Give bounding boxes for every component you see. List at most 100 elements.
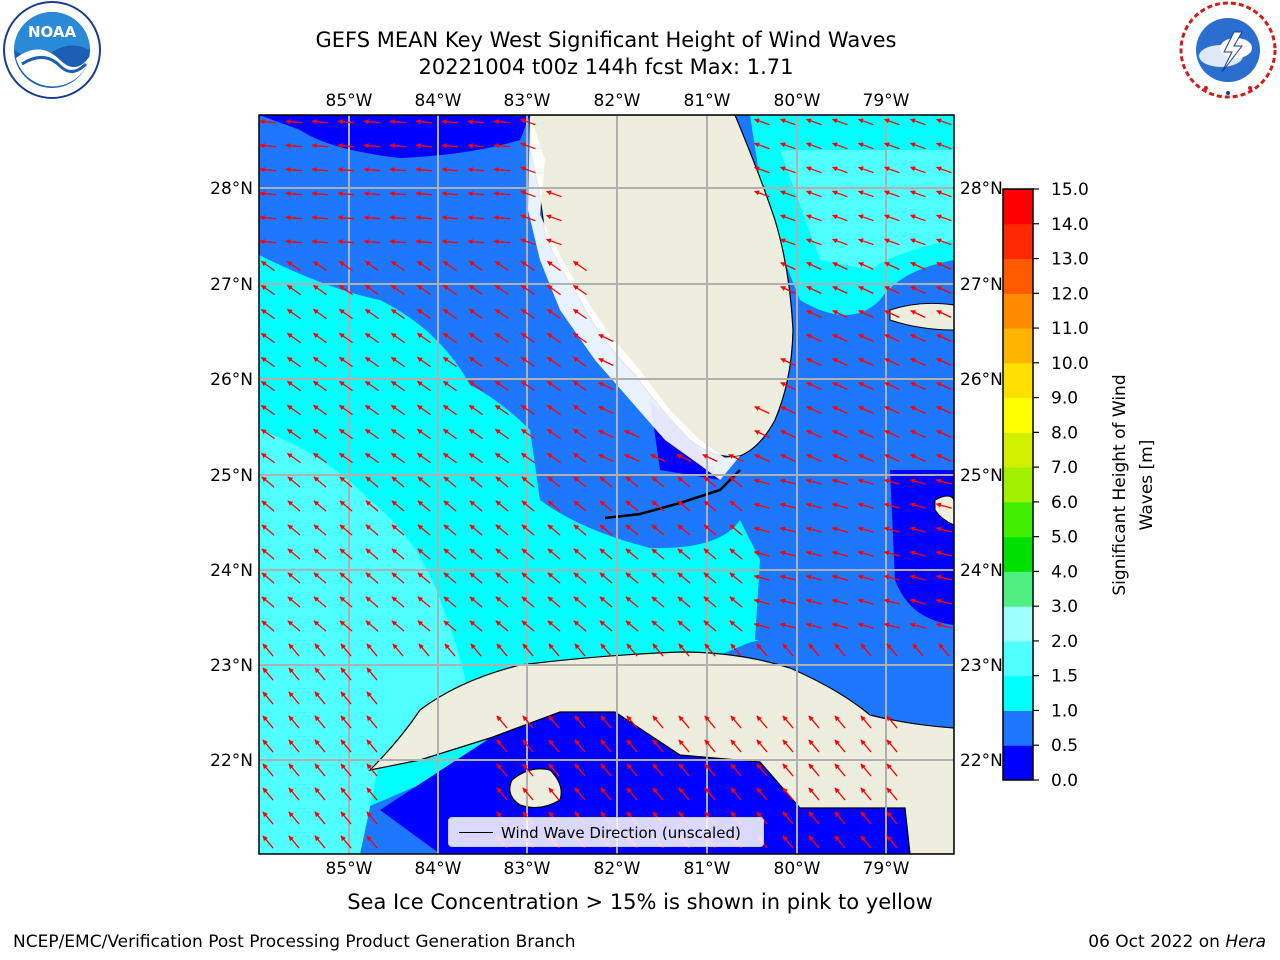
- wind-wave-arrow: [339, 572, 353, 584]
- wind-wave-arrow: [442, 452, 457, 464]
- lat-label-right: 24°N: [960, 561, 1003, 581]
- wind-wave-arrow: [389, 143, 407, 149]
- wind-wave-arrow: [831, 622, 848, 629]
- colorbar-tick-label: 12.0: [1051, 284, 1089, 304]
- wind-wave-arrow: [314, 667, 326, 681]
- wind-wave-arrow: [886, 715, 898, 729]
- wind-wave-arrow: [340, 739, 352, 753]
- wind-wave-arrow: [417, 620, 431, 632]
- wind-wave-arrow: [782, 715, 794, 729]
- wind-wave-arrow: [572, 356, 587, 368]
- wind-wave-arrow: [390, 404, 405, 416]
- wind-wave-arrow: [287, 596, 301, 608]
- wind-wave-arrow: [417, 596, 431, 608]
- wind-wave-arrow: [312, 308, 327, 320]
- wind-wave-arrow: [704, 715, 716, 729]
- wind-wave-arrow: [858, 406, 874, 414]
- wind-wave-arrow: [288, 835, 300, 849]
- wind-wave-arrow: [780, 214, 796, 222]
- wind-wave-arrow: [652, 739, 664, 753]
- wind-wave-arrow: [574, 643, 586, 657]
- wind-wave-arrow: [467, 143, 485, 149]
- wind-wave-arrow: [363, 215, 381, 221]
- colorbar-tick-label: 0.0: [1051, 771, 1078, 791]
- wind-wave-arrow: [442, 404, 457, 416]
- wind-wave-arrow: [832, 286, 848, 294]
- wind-wave-arrow: [520, 166, 536, 174]
- wind-wave-arrow: [288, 715, 300, 729]
- sea-ice-caption: Sea Ice Concentration > 15% is shown in …: [347, 890, 933, 914]
- wind-wave-arrow: [806, 454, 822, 462]
- wind-wave-arrow: [262, 811, 274, 825]
- wind-wave-arrow: [573, 476, 587, 488]
- wind-wave-arrow: [364, 452, 379, 464]
- footer-timestamp: 06 Oct 2022 on Hera: [1088, 932, 1266, 952]
- wind-wave-arrow: [780, 166, 796, 174]
- wind-wave-arrow: [884, 214, 900, 222]
- wind-wave-arrow: [468, 332, 483, 344]
- wind-wave-arrow: [936, 190, 952, 198]
- wind-wave-arrow: [494, 356, 509, 368]
- wind-wave-arrow: [417, 500, 431, 512]
- legend-label: Wind Wave Direction (unscaled): [501, 824, 741, 842]
- wind-wave-arrow: [754, 454, 770, 462]
- wind-wave-arrow: [883, 598, 900, 605]
- wind-wave-arrow: [442, 380, 457, 392]
- wind-wave-arrow: [313, 500, 327, 512]
- wind-wave-arrow: [365, 548, 379, 560]
- wind-wave-arrow: [520, 404, 535, 416]
- wind-wave-arrow: [754, 406, 770, 414]
- lat-label-left: 22°N: [210, 751, 253, 771]
- wind-wave-arrow: [910, 142, 926, 150]
- wind-wave-arrow: [600, 643, 612, 657]
- map-legend: Wind Wave Direction (unscaled): [448, 817, 764, 847]
- wind-wave-arrow: [467, 191, 485, 197]
- wind-wave-arrow: [935, 574, 952, 581]
- wind-wave-arrow: [780, 262, 796, 270]
- wind-wave-arrow: [831, 598, 848, 605]
- wind-wave-arrow: [467, 167, 485, 173]
- wind-wave-arrow: [884, 166, 900, 174]
- wind-wave-arrow: [780, 430, 796, 438]
- wind-wave-arrow: [495, 476, 509, 488]
- wind-wave-arrow: [730, 715, 742, 729]
- wind-wave-arrow: [365, 500, 379, 512]
- wind-wave-arrow: [441, 215, 459, 221]
- wind-wave-arrow: [909, 502, 926, 509]
- wind-wave-arrow: [469, 548, 483, 560]
- wind-wave-arrow: [288, 739, 300, 753]
- wind-wave-arrow: [572, 308, 587, 320]
- wind-wave-arrow: [598, 382, 614, 390]
- wind-wave-arrow: [260, 452, 275, 464]
- wind-wave-arrow: [260, 404, 275, 416]
- wind-wave-arrow: [496, 739, 508, 753]
- wind-wave-arrow: [936, 118, 952, 126]
- wind-wave-arrow: [832, 310, 848, 318]
- wind-wave-arrow: [494, 260, 509, 272]
- wind-wave-arrow: [832, 406, 848, 414]
- wind-wave-arrow: [883, 478, 900, 485]
- wind-wave-arrow: [494, 284, 509, 296]
- wind-wave-arrow: [337, 167, 355, 173]
- wind-wave-arrow: [935, 526, 952, 533]
- wind-wave-arrow: [259, 143, 277, 149]
- wind-wave-arrow: [805, 550, 822, 557]
- wind-wave-arrow: [520, 238, 536, 246]
- wind-wave-arrow: [936, 286, 952, 294]
- wind-wave-arrow: [834, 811, 846, 825]
- wind-wave-arrow: [547, 596, 561, 608]
- lat-label-left: 24°N: [210, 561, 253, 581]
- wind-wave-arrow: [910, 262, 926, 270]
- wind-wave-arrow: [806, 166, 822, 174]
- wind-wave-arrow: [441, 119, 459, 125]
- wind-wave-arrow: [886, 763, 898, 777]
- wind-wave-arrow: [467, 215, 485, 221]
- wave-field-0.0-0.5-north: [259, 115, 530, 158]
- wind-wave-arrow: [391, 572, 405, 584]
- wind-wave-arrow: [313, 620, 327, 632]
- wind-wave-arrow: [468, 404, 483, 416]
- wind-wave-arrow: [313, 548, 327, 560]
- wind-wave-arrow: [651, 476, 665, 488]
- wind-wave-arrow: [935, 550, 952, 557]
- wind-wave-arrow: [416, 356, 431, 368]
